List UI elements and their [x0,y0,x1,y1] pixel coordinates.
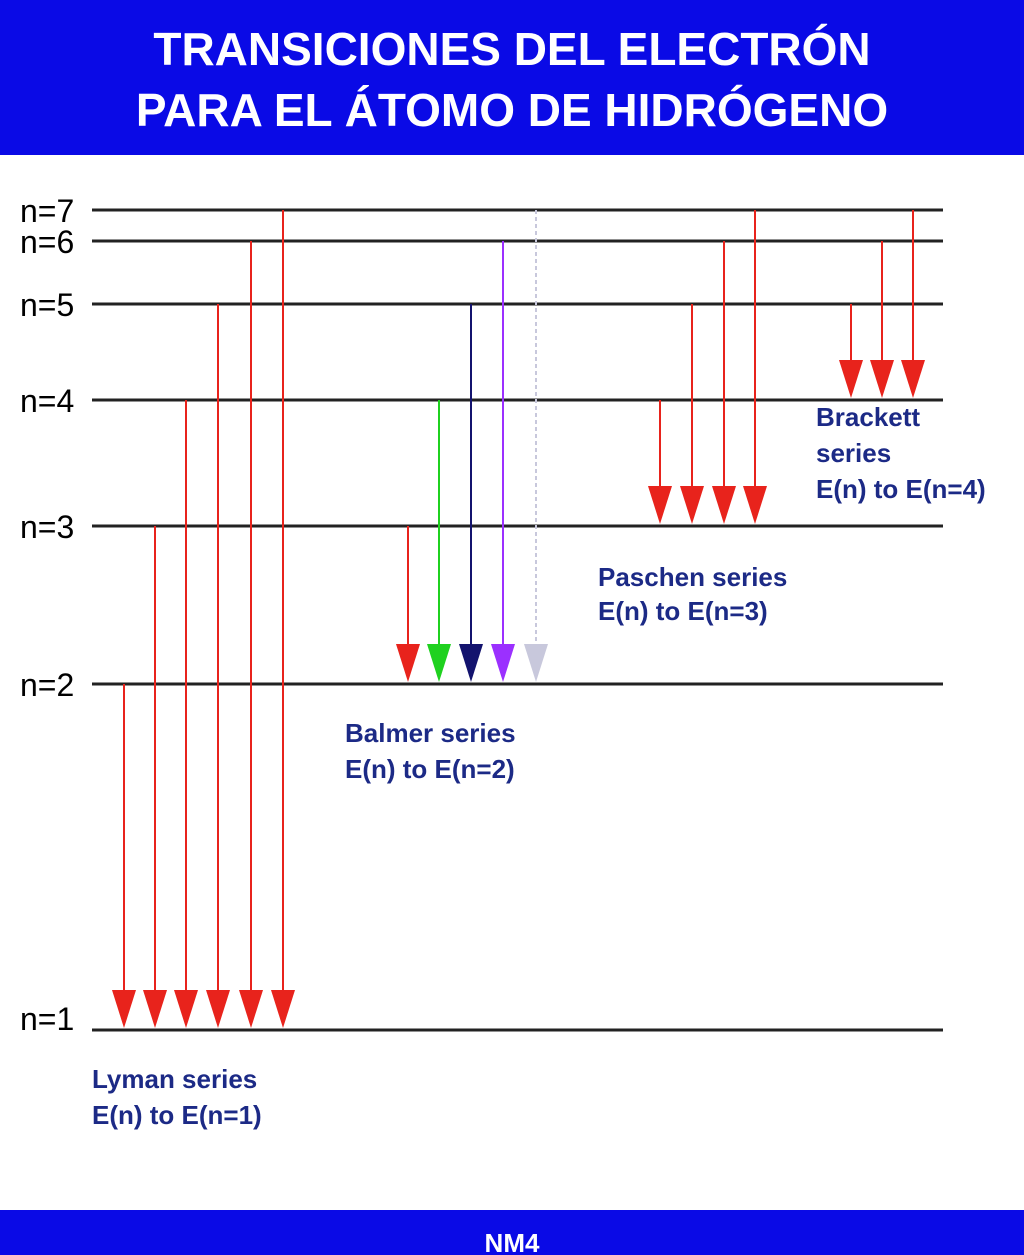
arrow-head [459,644,483,682]
arrow-head [239,990,263,1028]
level-label: n=4 [20,383,74,419]
title-line: TRANSICIONES DEL ELECTRÓN [153,23,870,75]
arrow-head [206,990,230,1028]
header-band [0,0,1024,155]
level-label: n=3 [20,509,74,545]
series-label: Paschen series [598,562,787,592]
arrow-head [143,990,167,1028]
arrow-head [491,644,515,682]
footer-text: NM4 [485,1228,540,1255]
arrow-head [174,990,198,1028]
arrow-head [680,486,704,524]
arrow-head [271,990,295,1028]
series-label: Balmer series [345,718,516,748]
arrow-head [648,486,672,524]
arrows [112,210,925,1028]
level-label: n=1 [20,1001,74,1037]
series-label: E(n) to E(n=4) [816,474,986,504]
arrow-head [901,360,925,398]
series-label: Brackett [816,402,920,432]
series-label: Lyman series [92,1064,257,1094]
level-label: n=6 [20,224,74,260]
arrow-head [712,486,736,524]
level-label: n=7 [20,193,74,229]
arrow-head [839,360,863,398]
series-label: E(n) to E(n=1) [92,1100,262,1130]
arrow-head [870,360,894,398]
level-label: n=5 [20,287,74,323]
footer-band [0,1210,1024,1255]
series-label: series [816,438,891,468]
series-label: E(n) to E(n=3) [598,596,768,626]
arrow-head [427,644,451,682]
levels: n=7n=6 n=5 n=4 n=3 n=2 n=1 [20,193,943,1037]
arrow-head [524,644,548,682]
arrow-head [743,486,767,524]
level-label: n=2 [20,667,74,703]
series-label: E(n) to E(n=2) [345,754,515,784]
title-line: PARA EL ÁTOMO DE HIDRÓGENO [136,84,888,136]
arrow-head [112,990,136,1028]
arrow-head [396,644,420,682]
